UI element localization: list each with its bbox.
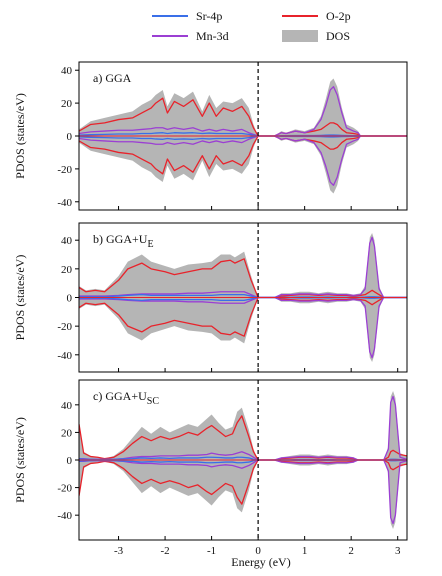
y-tick-label: 0 <box>67 455 73 467</box>
legend-label-o2p: O-2p <box>326 9 351 23</box>
series-sr4p-up <box>79 132 407 137</box>
y-tick-label: 40 <box>61 235 73 247</box>
y-axis-label: PDOS (states/eV) <box>13 255 27 341</box>
y-tick-label: 0 <box>67 293 73 305</box>
panel-3: -40 -20 0 20 40 -3 -2 -1 0 1 2 3 c) GGA+USC PDOS (sta… <box>13 379 408 557</box>
legend: Sr-4p O-2p Mn-3d DOS <box>152 9 351 43</box>
x-tick-label: -3 <box>114 545 124 557</box>
series-o2p-up <box>79 97 407 137</box>
y-tick-label: 40 <box>61 400 73 412</box>
y-axis-label: PDOS (states/eV) <box>13 417 27 503</box>
panel-label: a) GGA <box>93 71 132 85</box>
y-tick-label: 20 <box>61 98 73 110</box>
legend-label-sr4p: Sr-4p <box>196 9 222 23</box>
x-tick-label: 2 <box>348 545 354 557</box>
plot-area-2 <box>79 233 407 362</box>
y-tick-label: -20 <box>57 321 72 333</box>
panel-1: -40 -20 0 20 40 a) GGA PDOS (states/eV) <box>13 61 408 211</box>
panel-label: b) GGA+UE <box>93 232 154 250</box>
y-tick-label: 20 <box>61 264 73 276</box>
panel-label: c) GGA+USC <box>93 389 159 407</box>
y-tick-label: -40 <box>57 510 72 522</box>
legend-item-mn3d: Mn-3d <box>152 29 229 43</box>
panel-2: -40 -20 0 20 40 b) GGA+UE PDOS (states/eV) <box>13 222 408 373</box>
x-tick-label: -2 <box>160 545 169 557</box>
series-mn3d-up <box>79 86 407 137</box>
legend-item-dos: DOS <box>282 29 350 43</box>
y-tick-label: -20 <box>57 164 72 176</box>
series-mn3d-down <box>79 135 407 186</box>
legend-item-o2p: O-2p <box>282 9 351 23</box>
legend-label-mn3d: Mn-3d <box>196 29 229 43</box>
x-axis-label: Energy (eV) <box>231 555 290 569</box>
x-tick-label: 0 <box>255 545 261 557</box>
series-sr4p-down <box>79 135 407 140</box>
legend-swatch-dos <box>282 30 318 42</box>
y-tick-label: 0 <box>67 131 73 143</box>
y-tick-label: -40 <box>57 350 72 362</box>
x-tick-label: 1 <box>302 545 308 557</box>
x-tick-label: -1 <box>207 545 216 557</box>
y-axis-label: PDOS (states/eV) <box>13 93 27 179</box>
y-tick-label: 40 <box>61 65 73 77</box>
y-tick-label: 20 <box>61 427 73 439</box>
x-tick-label: 3 <box>395 545 401 557</box>
legend-label-dos: DOS <box>326 29 350 43</box>
y-tick-label: -40 <box>57 197 72 209</box>
y-tick-label: -20 <box>57 483 72 495</box>
plot-area-1 <box>79 78 407 194</box>
plot-area-3 <box>79 391 407 529</box>
series-o2p-down <box>79 135 407 175</box>
legend-item-sr4p: Sr-4p <box>152 9 222 23</box>
